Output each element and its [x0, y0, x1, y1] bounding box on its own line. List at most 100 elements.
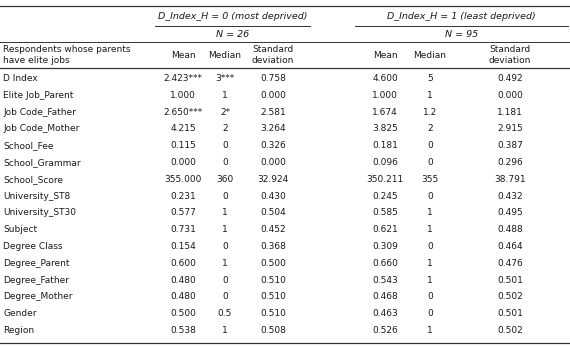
Text: 0.476: 0.476 [497, 259, 523, 268]
Text: 0.480: 0.480 [170, 276, 196, 285]
Text: 0: 0 [427, 242, 433, 251]
Text: Job Code_Father: Job Code_Father [3, 108, 76, 117]
Text: 0.502: 0.502 [497, 326, 523, 335]
Text: D_Index_H = 1 (least deprived): D_Index_H = 1 (least deprived) [387, 11, 536, 20]
Text: 0.464: 0.464 [497, 242, 523, 251]
Text: Degree_Father: Degree_Father [3, 276, 69, 285]
Text: 0.492: 0.492 [497, 74, 523, 83]
Text: 0.387: 0.387 [497, 141, 523, 150]
Text: 0.510: 0.510 [260, 293, 286, 302]
Text: 3.264: 3.264 [260, 124, 286, 133]
Text: Respondents whose parents
have elite jobs: Respondents whose parents have elite job… [3, 45, 131, 65]
Text: 355.000: 355.000 [164, 175, 202, 184]
Text: 1.000: 1.000 [170, 91, 196, 100]
Text: 0.245: 0.245 [372, 192, 398, 201]
Text: 32.924: 32.924 [258, 175, 288, 184]
Text: 0.621: 0.621 [372, 225, 398, 234]
Text: 0.115: 0.115 [170, 141, 196, 150]
Text: 0.5: 0.5 [218, 309, 232, 318]
Text: 1.2: 1.2 [423, 108, 437, 117]
Text: 0.231: 0.231 [170, 192, 196, 201]
Text: 1: 1 [222, 225, 228, 234]
Text: 0: 0 [222, 293, 228, 302]
Text: 0.000: 0.000 [170, 158, 196, 167]
Text: Median: Median [209, 51, 242, 59]
Text: Mean: Mean [373, 51, 397, 59]
Text: University_ST30: University_ST30 [3, 209, 76, 218]
Text: 0: 0 [222, 192, 228, 201]
Text: 0.510: 0.510 [260, 276, 286, 285]
Text: 355: 355 [421, 175, 439, 184]
Text: Degree_Mother: Degree_Mother [3, 293, 72, 302]
Text: 0: 0 [222, 242, 228, 251]
Text: 0.502: 0.502 [497, 293, 523, 302]
Text: Degree_Parent: Degree_Parent [3, 259, 70, 268]
Text: 1: 1 [222, 91, 228, 100]
Text: Median: Median [413, 51, 446, 59]
Text: 0.488: 0.488 [497, 225, 523, 234]
Text: 1: 1 [427, 326, 433, 335]
Text: 0.430: 0.430 [260, 192, 286, 201]
Text: 2.650***: 2.650*** [164, 108, 202, 117]
Text: 0.500: 0.500 [260, 259, 286, 268]
Text: School_Fee: School_Fee [3, 141, 54, 150]
Text: 0.731: 0.731 [170, 225, 196, 234]
Text: Job Code_Mother: Job Code_Mother [3, 124, 79, 133]
Text: 38.791: 38.791 [494, 175, 526, 184]
Text: 2: 2 [222, 124, 228, 133]
Text: Region: Region [3, 326, 34, 335]
Text: Mean: Mean [170, 51, 196, 59]
Text: 0.500: 0.500 [170, 309, 196, 318]
Text: 2: 2 [427, 124, 433, 133]
Text: 0.468: 0.468 [372, 293, 398, 302]
Text: 0.508: 0.508 [260, 326, 286, 335]
Text: 0.577: 0.577 [170, 209, 196, 218]
Text: N = 26: N = 26 [216, 29, 249, 39]
Text: Degree Class: Degree Class [3, 242, 63, 251]
Text: 0.452: 0.452 [260, 225, 286, 234]
Text: School_Score: School_Score [3, 175, 63, 184]
Text: 0.326: 0.326 [260, 141, 286, 150]
Text: Gender: Gender [3, 309, 36, 318]
Text: 0.432: 0.432 [497, 192, 523, 201]
Text: 2.423***: 2.423*** [164, 74, 202, 83]
Text: 1.000: 1.000 [372, 91, 398, 100]
Text: 0.000: 0.000 [260, 158, 286, 167]
Text: 0: 0 [222, 276, 228, 285]
Text: D_Index_H = 0 (most deprived): D_Index_H = 0 (most deprived) [158, 11, 307, 20]
Text: 0.154: 0.154 [170, 242, 196, 251]
Text: 0: 0 [222, 158, 228, 167]
Text: 0.758: 0.758 [260, 74, 286, 83]
Text: Subject: Subject [3, 225, 37, 234]
Text: Standard
deviation: Standard deviation [252, 45, 294, 65]
Text: 1: 1 [427, 276, 433, 285]
Text: 0: 0 [222, 141, 228, 150]
Text: 0.296: 0.296 [497, 158, 523, 167]
Text: 1: 1 [222, 209, 228, 218]
Text: 1: 1 [427, 225, 433, 234]
Text: D Index: D Index [3, 74, 38, 83]
Text: 1: 1 [222, 326, 228, 335]
Text: University_ST8: University_ST8 [3, 192, 70, 201]
Text: 0.504: 0.504 [260, 209, 286, 218]
Text: 1.181: 1.181 [497, 108, 523, 117]
Text: 360: 360 [217, 175, 234, 184]
Text: 0: 0 [427, 293, 433, 302]
Text: 0.181: 0.181 [372, 141, 398, 150]
Text: 1: 1 [427, 209, 433, 218]
Text: 4.600: 4.600 [372, 74, 398, 83]
Text: 0.096: 0.096 [372, 158, 398, 167]
Text: 1.674: 1.674 [372, 108, 398, 117]
Text: 0.000: 0.000 [497, 91, 523, 100]
Text: 0.538: 0.538 [170, 326, 196, 335]
Text: 2.581: 2.581 [260, 108, 286, 117]
Text: 2.915: 2.915 [497, 124, 523, 133]
Text: 0.501: 0.501 [497, 309, 523, 318]
Text: Standard
deviation: Standard deviation [489, 45, 531, 65]
Text: 0.000: 0.000 [260, 91, 286, 100]
Text: 0.585: 0.585 [372, 209, 398, 218]
Text: 0.495: 0.495 [497, 209, 523, 218]
Text: 0: 0 [427, 158, 433, 167]
Text: 0: 0 [427, 141, 433, 150]
Text: 5: 5 [427, 74, 433, 83]
